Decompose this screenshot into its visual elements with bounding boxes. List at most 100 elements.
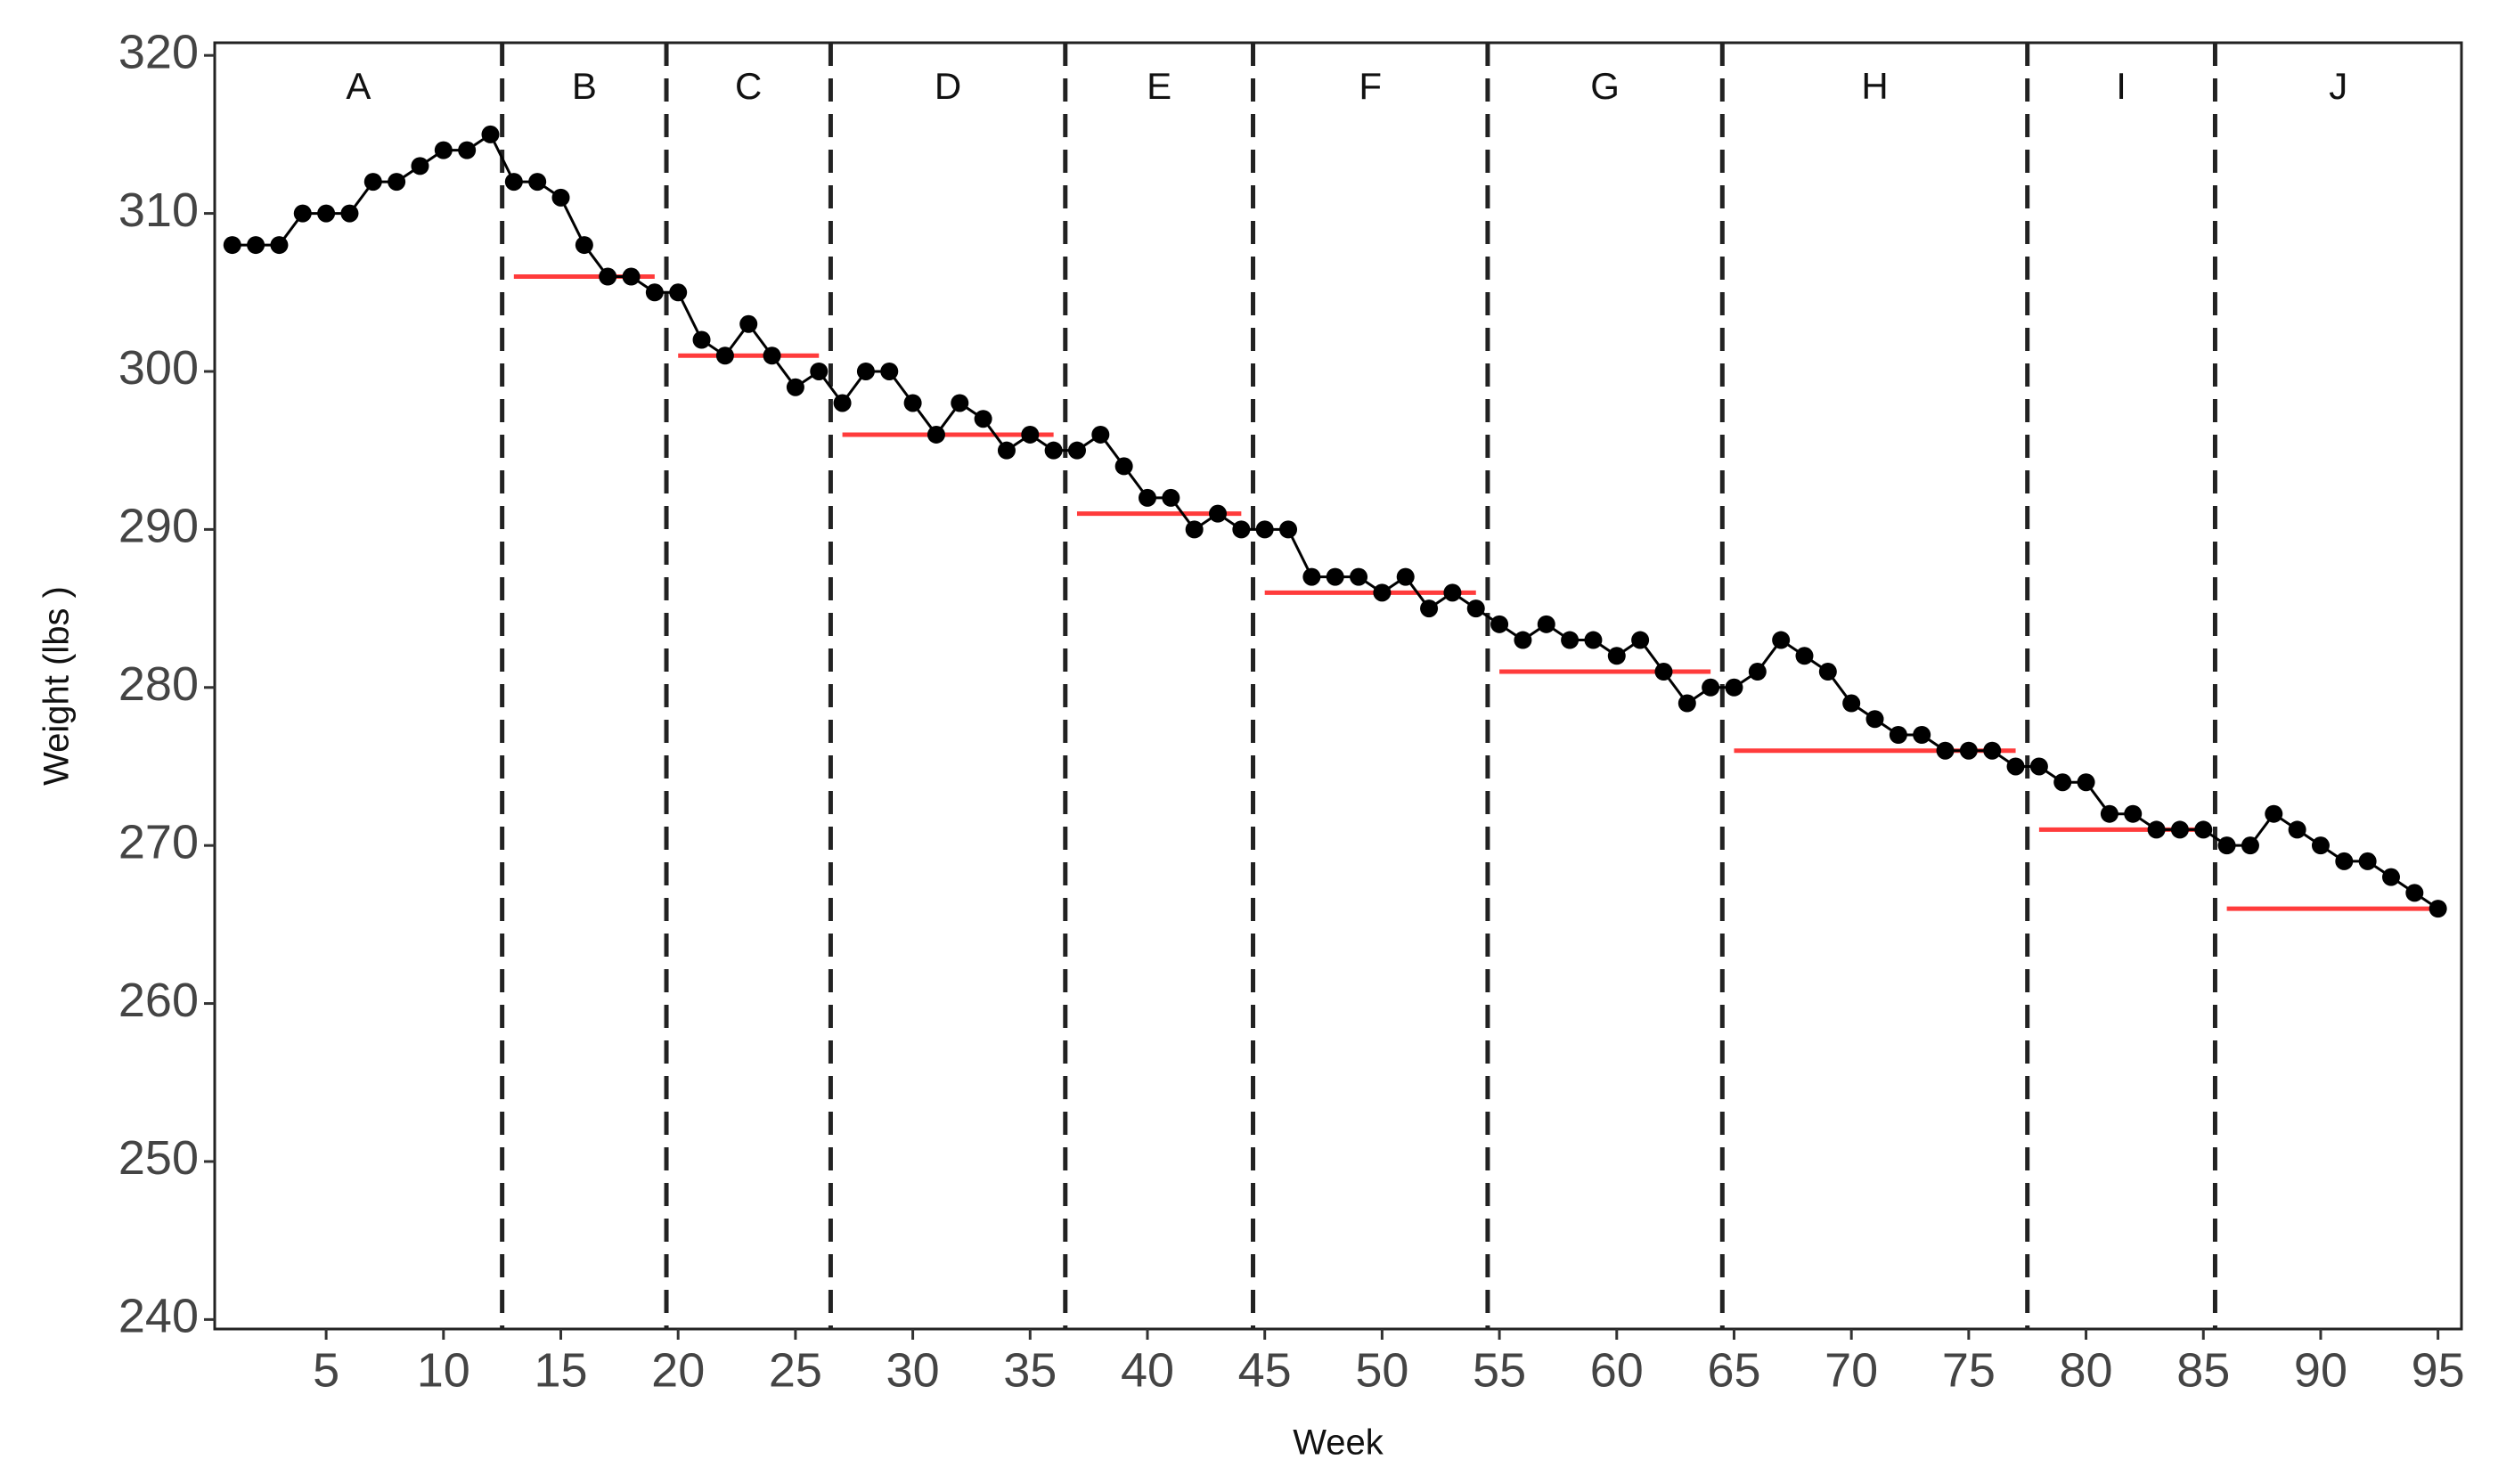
weight-point <box>270 236 289 255</box>
weight-point <box>1490 615 1509 633</box>
x-tick-label: 70 <box>1825 1343 1878 1397</box>
weight-point <box>2006 757 2025 776</box>
weight-point <box>692 330 711 349</box>
y-tick-label: 320 <box>118 25 199 78</box>
weight-point <box>1842 694 1861 713</box>
weight-point <box>1114 457 1133 476</box>
weight-point <box>481 125 500 143</box>
weight-point <box>1889 725 1907 744</box>
weight-point <box>2405 884 2424 902</box>
x-tick-label: 85 <box>2176 1343 2230 1397</box>
weight-point <box>1959 741 1978 760</box>
weight-point <box>2077 773 2095 792</box>
weight-point <box>1185 520 1204 539</box>
weight-point <box>927 425 945 444</box>
y-tick-label: 280 <box>118 657 199 711</box>
x-tick-label: 40 <box>1121 1343 1174 1397</box>
weight-point <box>1748 663 1767 681</box>
weight-point <box>363 173 382 192</box>
weight-point <box>2147 820 2166 839</box>
x-tick-label: 35 <box>1003 1343 1057 1397</box>
weight-point <box>951 394 969 412</box>
weight-point <box>1232 520 1251 539</box>
weight-point <box>997 441 1016 460</box>
y-tick-label: 300 <box>118 341 199 395</box>
weight-point <box>434 141 453 159</box>
weight-point <box>1067 441 1086 460</box>
x-tick-label: 55 <box>1473 1343 1526 1397</box>
weight-point <box>599 267 617 286</box>
weight-point <box>551 188 570 207</box>
weight-point <box>2029 757 2048 776</box>
phase-label: E <box>1147 65 1171 107</box>
x-tick-label: 45 <box>1238 1343 1292 1397</box>
weight-point <box>763 347 781 365</box>
weight-point <box>1561 631 1580 649</box>
weight-point <box>388 173 406 192</box>
weight-point <box>2311 836 2330 855</box>
phase-label: J <box>2329 65 2347 107</box>
phase-label: A <box>346 65 371 107</box>
weight-point <box>504 173 523 192</box>
weight-point <box>1443 583 1462 602</box>
y-tick-label: 270 <box>118 815 199 868</box>
weight-point <box>2335 852 2354 870</box>
weight-point <box>411 157 429 175</box>
weight-point <box>1138 488 1156 507</box>
y-tick-label: 290 <box>118 500 199 553</box>
x-tick-label: 75 <box>1942 1343 1996 1397</box>
weight-point <box>458 141 477 159</box>
weight-point <box>669 283 688 302</box>
weight-point <box>317 204 336 223</box>
weight-point <box>715 347 734 365</box>
y-tick-label: 260 <box>118 974 199 1027</box>
weight-point <box>2217 836 2236 855</box>
y-tick-label: 310 <box>118 183 199 237</box>
x-tick-label: 20 <box>651 1343 705 1397</box>
weight-point <box>2429 900 2447 918</box>
weight-point <box>974 410 992 428</box>
weight-point <box>1865 710 1884 729</box>
weight-point <box>1702 678 1720 697</box>
weight-point <box>2194 820 2213 839</box>
weight-point <box>1795 647 1814 665</box>
weight-point <box>1350 567 1368 586</box>
weight-point <box>856 362 875 380</box>
weight-point <box>2053 773 2072 792</box>
weight-point <box>340 204 359 223</box>
x-tick-label: 15 <box>534 1343 587 1397</box>
x-tick-label: 10 <box>417 1343 470 1397</box>
y-axis-title: Weight (lbs ) <box>37 586 77 786</box>
weight-point <box>903 394 922 412</box>
weight-point <box>880 362 899 380</box>
x-tick-label: 30 <box>886 1343 940 1397</box>
x-tick-label: 50 <box>1355 1343 1408 1397</box>
weight-point <box>833 394 852 412</box>
x-axis-title: Week <box>1293 1423 1384 1463</box>
weight-point <box>223 236 241 255</box>
weight-point <box>1209 504 1228 523</box>
weight-point <box>1725 678 1743 697</box>
x-tick-label: 60 <box>1590 1343 1644 1397</box>
weight-point <box>1983 741 2002 760</box>
weight-point <box>622 267 641 286</box>
weight-point <box>1162 488 1180 507</box>
weight-point <box>2124 804 2143 823</box>
x-tick-label: 90 <box>2294 1343 2347 1397</box>
weight-point <box>575 236 593 255</box>
phase-label: F <box>1359 65 1382 107</box>
plot-frame <box>213 41 2463 1331</box>
weight-point <box>1021 425 1040 444</box>
weight-point <box>2100 804 2118 823</box>
weight-point <box>1584 631 1603 649</box>
weight-point <box>1631 631 1650 649</box>
x-tick-label: 65 <box>1707 1343 1760 1397</box>
weight-point <box>1326 567 1344 586</box>
x-tick-label: 80 <box>2060 1343 2113 1397</box>
phase-label: G <box>1590 65 1620 107</box>
y-tick-label: 240 <box>118 1290 199 1343</box>
weight-point <box>528 173 547 192</box>
weight-point <box>1678 694 1696 713</box>
weight-point <box>1279 520 1298 539</box>
